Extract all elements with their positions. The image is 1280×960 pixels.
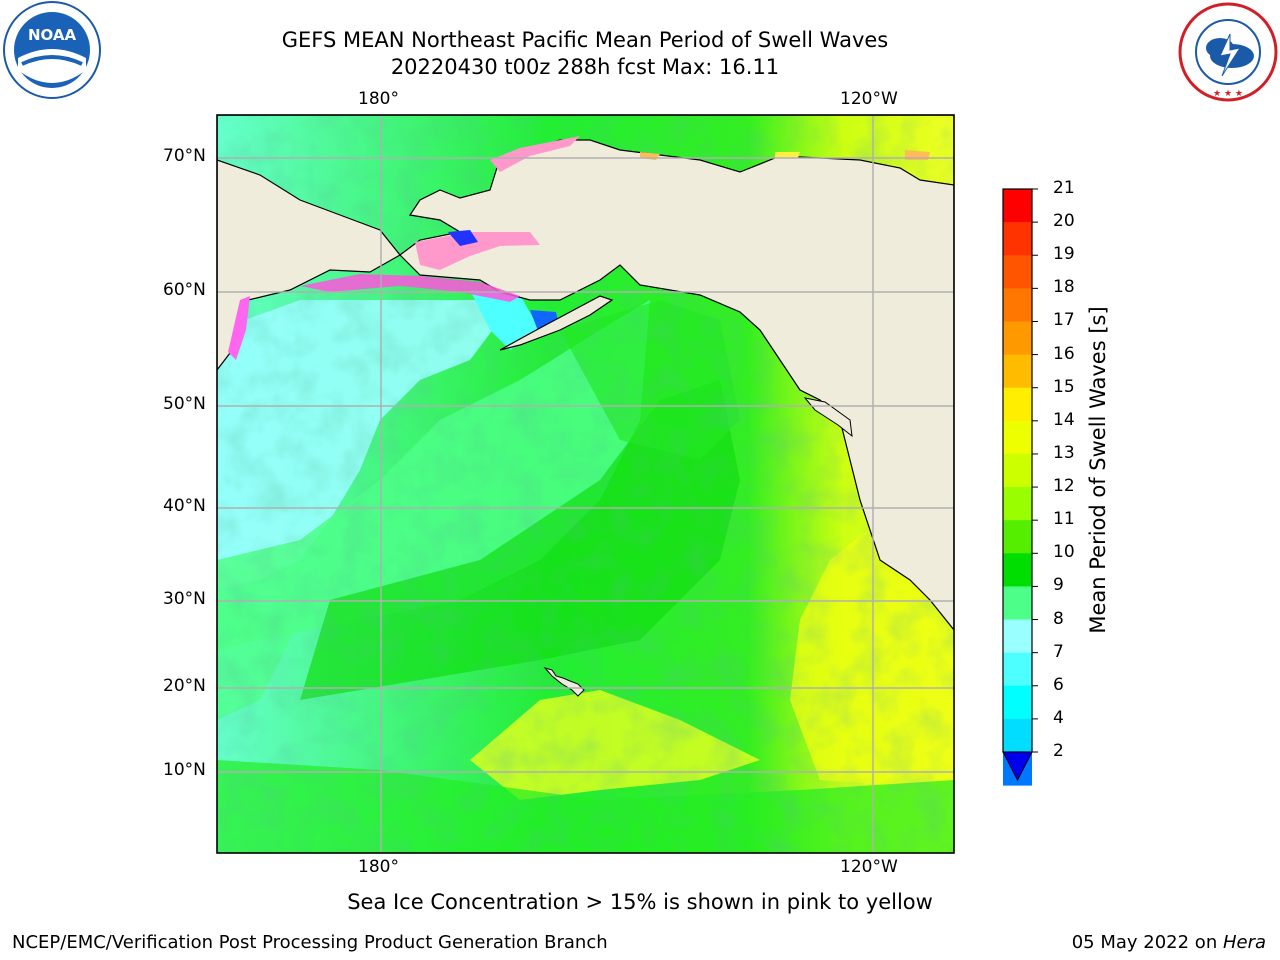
ocean-cyan-gulf [470, 290, 540, 350]
land-hawaii [543, 667, 585, 697]
colorbar-tick-label: 15 [1053, 376, 1075, 397]
lon-bottom-label-180: 180° [358, 857, 399, 877]
map-plot-area [217, 115, 954, 853]
lon-top-label-120w: 120°W [840, 89, 898, 109]
footer-host: Hera [1222, 932, 1266, 953]
map-frame [216, 114, 955, 854]
footer-credit: NCEP/EMC/Verification Post Processing Pr… [12, 932, 608, 953]
colorbar-tick-label: 12 [1053, 476, 1075, 497]
colorbar-label: Mean Period of Swell Waves [s] [1086, 306, 1110, 634]
colorbar-swatch [1003, 255, 1032, 289]
colorbar-tick-label: 13 [1053, 442, 1075, 463]
sea-ice-overlay [228, 136, 930, 360]
colorbar-tick-label: 4 [1053, 707, 1064, 728]
colorbar-swatch [1003, 685, 1032, 720]
colorbar-swatch [1003, 387, 1032, 422]
footer-date-text: 05 May 2022 on [1071, 932, 1223, 953]
colorbar-swatch [1003, 619, 1032, 654]
lat-label-50n: 50°N [163, 394, 206, 414]
chart-subtitle: 20220430 t00z 288h fcst Max: 16.11 [390, 55, 780, 79]
colorbar-tick-label: 20 [1053, 211, 1075, 232]
land-british-columbia-island [803, 397, 853, 438]
colorbar-tick-label: 16 [1053, 343, 1075, 364]
colorbar-tick-label: 8 [1053, 608, 1064, 629]
lat-label-70n: 70°N [163, 146, 206, 166]
colorbar-swatch [1003, 718, 1032, 753]
colorbar-tick-label: 21 [1053, 178, 1075, 198]
colorbar-swatch [1003, 222, 1032, 256]
colorbar-swatch [1003, 520, 1032, 554]
chart-title: GEFS MEAN Northeast Pacific Mean Period … [281, 28, 889, 52]
colorbar-tick-label: 17 [1053, 310, 1075, 331]
colorbar-tick-label: 14 [1053, 409, 1075, 430]
lat-label-10n: 10°N [163, 760, 206, 780]
noaa-logo-text: NOAA [28, 26, 77, 44]
colorbar-swatch [1003, 321, 1032, 356]
lat-label-20n: 20°N [163, 676, 206, 696]
svg-text:★ ★ ★: ★ ★ ★ [1213, 89, 1243, 99]
colorbar-frame [1002, 188, 1033, 753]
colorbar-swatch [1003, 586, 1032, 621]
colorbar-tick-label: 6 [1053, 674, 1064, 695]
colorbar-swatch [1003, 487, 1032, 521]
colorbar-tick-label: 10 [1053, 542, 1075, 563]
colorbar-tick-label: 2 [1053, 741, 1064, 761]
nws-logo: ★ ★ ★ [1178, 2, 1278, 102]
lat-label-30n: 30°N [163, 589, 206, 609]
footer-date: 05 May 2022 on Hera [1072, 932, 1266, 953]
colorbar [1002, 188, 1038, 786]
colorbar-swatch [1003, 420, 1032, 455]
colorbar-swatch [1003, 354, 1032, 389]
colorbar-tick-label: 18 [1053, 277, 1075, 298]
land-alaska-peninsula [499, 295, 614, 351]
colorbar-swatch [1003, 189, 1032, 223]
colorbar-swatch [1003, 453, 1032, 488]
colorbar-tick-label: 7 [1053, 641, 1064, 662]
colorbar-swatch [1003, 652, 1032, 687]
lat-label-40n: 40°N [163, 496, 206, 516]
colorbar-tick-label: 11 [1053, 509, 1075, 530]
lon-bottom-label-120w: 120°W [840, 857, 898, 877]
sea-ice-note: Sea Ice Concentration > 15% is shown in … [347, 890, 933, 914]
lat-label-60n: 60°N [163, 280, 206, 300]
colorbar-tick-label: 19 [1053, 244, 1075, 265]
colorbar-tick-label: 9 [1053, 575, 1064, 596]
noaa-logo: NOAA [3, 1, 101, 99]
colorbar-swatch [1003, 288, 1032, 322]
lon-top-label-180: 180° [358, 89, 399, 109]
colorbar-swatch [1003, 553, 1032, 587]
map-gridlines [217, 115, 954, 853]
